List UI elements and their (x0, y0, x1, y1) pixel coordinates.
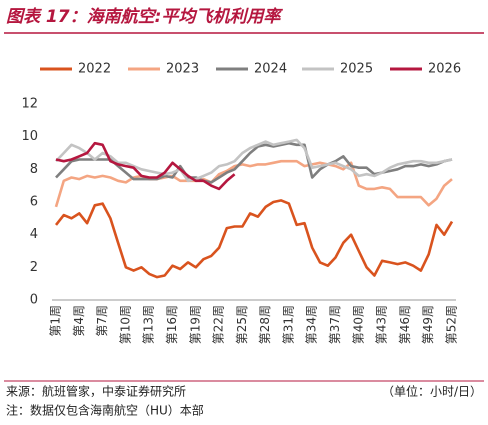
y-tick-label: 10 (21, 129, 38, 144)
y-tick-label: 4 (30, 227, 38, 242)
x-tick-label: 第13周 (142, 305, 156, 344)
legend-label: 2023 (166, 62, 199, 77)
x-tick-label: 第25周 (235, 305, 249, 344)
legend-label: 2022 (78, 62, 111, 77)
y-tick-label: 2 (30, 260, 38, 275)
x-tick-label: 第34周 (305, 305, 319, 344)
x-tick-label: 第22周 (212, 305, 226, 344)
x-tick-label: 第4周 (72, 305, 86, 337)
y-tick-label: 12 (21, 97, 38, 112)
x-tick-label: 第1周 (49, 305, 63, 337)
legend-label: 2025 (340, 62, 373, 77)
note: 注：数据仅包含海南航空（HU）本部 (6, 403, 204, 418)
x-tick-label: 第43周 (375, 305, 389, 344)
series-line (55, 138, 453, 183)
series-line (55, 141, 236, 191)
y-tick-label: 8 (30, 162, 38, 177)
series-line (54, 199, 454, 279)
x-tick-label: 第7周 (95, 305, 109, 337)
series-line (55, 141, 453, 184)
x-tick-label: 第46周 (398, 305, 412, 344)
unit: （单位：小时/日） (382, 384, 482, 399)
series-line (54, 159, 453, 208)
x-tick-label: 第31周 (281, 305, 295, 344)
legend-label: 2026 (428, 62, 461, 77)
x-tick-label: 第40周 (351, 305, 365, 344)
x-tick-label: 第10周 (118, 305, 132, 344)
x-tick-label: 第28周 (258, 305, 272, 344)
chart-title: 图表 17：海南航空:平均飞机利用率 (6, 7, 283, 27)
y-tick-label: 0 (30, 293, 38, 308)
x-tick-label: 第52周 (445, 305, 459, 344)
x-tick-label: 第37周 (328, 305, 342, 344)
legend-label: 2024 (254, 62, 287, 77)
y-tick-label: 6 (30, 195, 38, 210)
x-tick-label: 第16周 (165, 305, 179, 344)
x-tick-label: 第19周 (188, 305, 202, 344)
x-tick-label: 第49周 (421, 305, 435, 344)
source: 来源：航班管家，中泰证券研究所 (6, 384, 186, 399)
